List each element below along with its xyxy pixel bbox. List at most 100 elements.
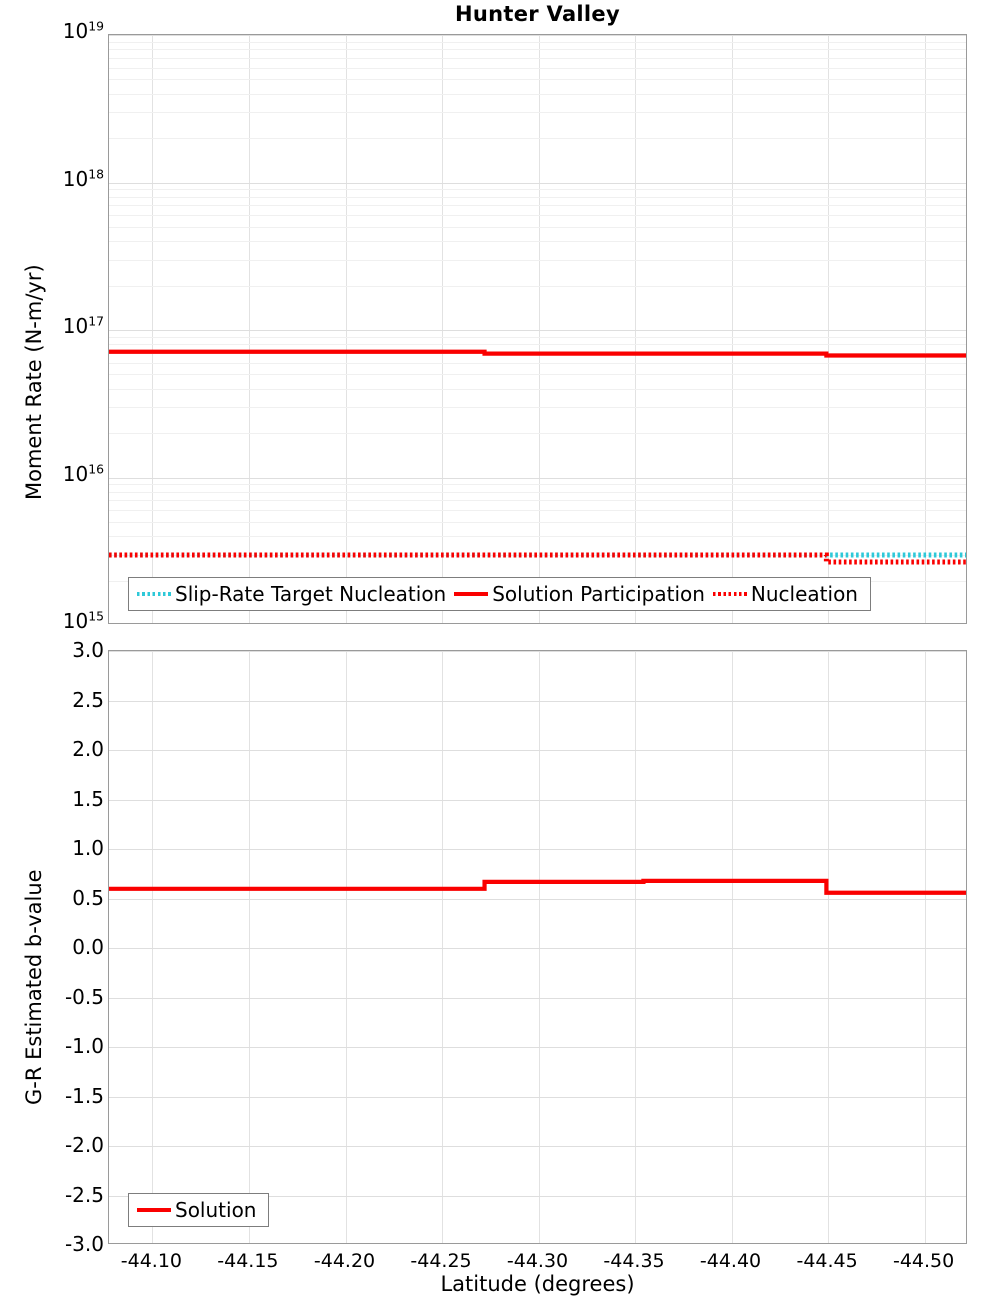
- moment-rate-axis-label: Moment Rate (N-m/yr): [22, 264, 46, 500]
- ytick-label: 1.0: [72, 836, 104, 860]
- gridline-horizontal-major: [109, 799, 966, 801]
- gridline-horizontal-major: [109, 700, 966, 702]
- gridline-horizontal-minor: [109, 491, 966, 493]
- ytick-label: 0.5: [72, 885, 104, 910]
- xtick-label: -44.45: [796, 1250, 858, 1272]
- gridline-horizontal-minor: [109, 536, 966, 538]
- gridline-vertical: [731, 651, 733, 1243]
- gridline-horizontal-minor: [109, 205, 966, 207]
- gridline-vertical: [635, 651, 636, 1243]
- gridline-vertical: [538, 651, 540, 1243]
- gridline-horizontal-minor: [109, 196, 966, 198]
- ytick-label: 1.5: [72, 786, 104, 811]
- gridline-horizontal-major: [109, 182, 966, 184]
- xtick-label: -44.50: [892, 1250, 955, 1272]
- ytick-label: 1019: [62, 18, 104, 43]
- gridline-horizontal-minor: [109, 521, 966, 523]
- gridline-horizontal-minor: [109, 226, 966, 228]
- gridline-horizontal-minor: [109, 285, 966, 287]
- gridline-horizontal-major: [109, 1047, 966, 1048]
- ytick-label: -1.0: [64, 1034, 104, 1058]
- gridline-horizontal-major: [109, 750, 966, 751]
- gridline-horizontal-major: [109, 1195, 966, 1197]
- moment-rate-plot-area: [108, 34, 967, 624]
- gridline-horizontal-minor: [109, 388, 966, 390]
- gridline-horizontal-minor: [109, 67, 966, 69]
- gridline-vertical: [442, 35, 443, 623]
- gridline-vertical: [538, 35, 540, 623]
- gridline-horizontal-major: [109, 849, 966, 850]
- ytick-label: 2.0: [72, 737, 104, 761]
- gridline-horizontal-minor: [109, 138, 966, 140]
- moment-rate-ytick-labels: 1015 1016 1017 1018 1019: [0, 20, 104, 631]
- gridline-horizontal-minor: [109, 374, 966, 376]
- gridline-vertical: [152, 651, 154, 1243]
- b-value-legend[interactable]: Solution: [128, 1193, 270, 1227]
- ytick-label: -0.5: [64, 984, 104, 1009]
- gridline-horizontal-minor: [109, 407, 966, 409]
- gridline-horizontal-minor: [109, 336, 966, 338]
- gridline-horizontal-major: [109, 898, 966, 900]
- xtick-label: -44.20: [313, 1250, 376, 1272]
- ytick-label: -2.0: [64, 1133, 104, 1157]
- legend-entry[interactable]: Solution: [135, 1200, 262, 1220]
- gridline-horizontal-minor: [109, 500, 966, 502]
- ytick-label: 1017: [62, 313, 104, 338]
- ytick-label: -2.5: [64, 1182, 104, 1207]
- gridline-horizontal-minor: [109, 344, 966, 346]
- gridline-vertical: [345, 651, 347, 1243]
- gridline-vertical: [248, 35, 250, 623]
- moment-rate-legend[interactable]: Slip-Rate Target Nucleation Solution Part…: [128, 577, 871, 611]
- gridline-horizontal-minor: [109, 554, 966, 556]
- gridline-horizontal-minor: [109, 79, 966, 81]
- legend-swatch-icon: [712, 592, 747, 596]
- legend-label: Nucleation: [750, 582, 858, 606]
- ytick-label: 1015: [62, 608, 104, 633]
- legend-entry[interactable]: Slip-Rate Target Nucleation: [135, 584, 452, 604]
- gridline-horizontal-minor: [109, 57, 966, 59]
- series-line: [109, 552, 966, 565]
- xtick-label: -44.30: [506, 1250, 569, 1272]
- gridline-vertical: [442, 651, 443, 1243]
- gridline-vertical: [152, 35, 154, 623]
- gridline-horizontal-major: [109, 651, 966, 652]
- gridline-vertical: [248, 651, 250, 1243]
- gridline-horizontal-major: [109, 330, 966, 331]
- gridline-horizontal-minor: [109, 189, 966, 191]
- gridline-horizontal-minor: [109, 433, 966, 435]
- legend-entry[interactable]: Nucleation: [711, 584, 864, 604]
- b-value-plot-area: [108, 650, 967, 1244]
- legend-entry[interactable]: Solution Participation: [452, 584, 711, 604]
- gridline-vertical: [828, 651, 830, 1243]
- moment-rate-series-layer: [109, 349, 966, 565]
- gridline-horizontal-major: [109, 1146, 966, 1147]
- gridline-vertical: [345, 35, 347, 623]
- legend-swatch-icon: [454, 591, 489, 597]
- xtick-label: -44.15: [217, 1250, 279, 1272]
- gridline-horizontal-minor: [109, 484, 966, 486]
- ytick-label: 2.5: [72, 687, 104, 712]
- legend-label: Solution: [175, 1198, 257, 1222]
- gridline-horizontal-minor: [109, 352, 966, 354]
- gridline-horizontal-minor: [109, 510, 966, 512]
- ytick-label: 3.0: [72, 638, 104, 662]
- gridline-horizontal-major: [109, 35, 966, 36]
- gridline-horizontal-minor: [109, 112, 966, 114]
- gridline-vertical: [924, 651, 926, 1243]
- legend-swatch-icon: [137, 1207, 171, 1213]
- xtick-label: -44.40: [699, 1250, 762, 1272]
- gridline-horizontal-major: [109, 1096, 966, 1098]
- b-value-axis-label: G-R Estimated b-value: [22, 869, 46, 1105]
- gridline-horizontal-minor: [109, 362, 966, 364]
- gridline-vertical: [635, 35, 636, 623]
- xtick-label: -44.35: [603, 1250, 665, 1272]
- ytick-label: 0.0: [72, 935, 104, 959]
- gridline-horizontal-major: [109, 477, 966, 479]
- gridline-horizontal-minor: [109, 241, 966, 243]
- ytick-label: -1.5: [64, 1083, 104, 1108]
- series-line: [109, 878, 966, 895]
- legend-label: Slip-Rate Target Nucleation: [175, 582, 447, 606]
- gridline-vertical: [924, 35, 926, 623]
- legend-swatch-icon: [137, 592, 171, 596]
